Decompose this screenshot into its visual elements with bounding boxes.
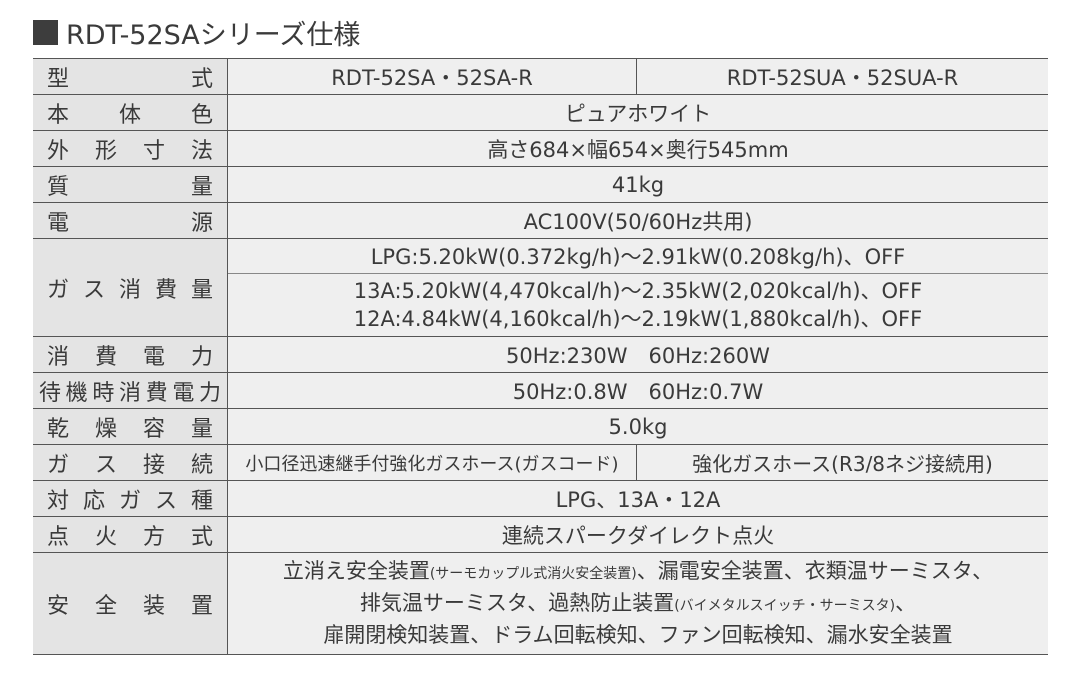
model-col2: RDT-52SUA・52SUA-R [636, 58, 1048, 95]
safety-line2a: 排気温サーミスタ、過熱防止装置 [359, 591, 675, 615]
label-model: 型式 [33, 58, 228, 95]
row-ignition: 点火方式 連続スパークダイレクト点火 [33, 516, 1048, 553]
label-weight: 質量 [33, 166, 228, 203]
label-power-consumption-text: 消費電力 [47, 344, 213, 370]
row-size: 外形寸法 高さ684×幅654×奥行545mm [33, 130, 1048, 167]
row-power: 電源 AC100V(50/60Hz共用) [33, 202, 1048, 239]
value-gas-lpg: LPG:5.20kW(0.372kg/h)～2.91kW(0.208kg/h)、… [227, 238, 1048, 274]
row-gas-consumption-city: 13A:5.20kW(4,470kcal/h)～2.35kW(2,020kcal… [33, 273, 1048, 337]
gas-connection-col2: 強化ガスホース(R3/8ネジ接続用) [636, 444, 1048, 481]
safety-line1a: 立消え安全装置 [282, 559, 430, 583]
label-color-text: 本体色 [47, 102, 213, 128]
value-weight: 41kg [227, 166, 1048, 203]
label-gas-type: 対応ガス種 [33, 480, 228, 517]
row-color: 本体色 ピュアホワイト [33, 94, 1048, 131]
value-size: 高さ684×幅654×奥行545mm [227, 130, 1048, 167]
label-power: 電源 [33, 202, 228, 239]
row-capacity: 乾燥容量 5.0kg [33, 408, 1048, 445]
value-color: ピュアホワイト [227, 94, 1048, 131]
label-size: 外形寸法 [33, 130, 228, 167]
row-power-consumption: 消費電力 50Hz:230W 60Hz:260W [33, 336, 1048, 373]
row-gas-connection: ガス接続 小口径迅速継手付強化ガスホース(ガスコード) 強化ガスホース(R3/8… [33, 444, 1048, 481]
safety-line3: 扉開閉検知装置、ドラム回転検知、ファン回転検知、漏水安全装置 [323, 623, 953, 647]
label-ignition: 点火方式 [33, 516, 228, 553]
label-ignition-text: 点火方式 [47, 524, 213, 550]
model-col1: RDT-52SA・52SA-R [227, 58, 637, 95]
label-capacity-text: 乾燥容量 [47, 416, 213, 442]
row-weight: 質量 41kg [33, 166, 1048, 203]
section-title: RDT-52SAシリーズ仕様 [33, 14, 361, 51]
label-weight-text: 質量 [47, 174, 213, 200]
value-power-consumption: 50Hz:230W 60Hz:260W [227, 336, 1048, 373]
row-safety: 安全装置 立消え安全装置(サーモカップル式消火安全装置)、漏電安全装置、衣類温サ… [33, 552, 1048, 655]
row-model: 型式 RDT-52SA・52SA-R RDT-52SUA・52SUA-R [33, 58, 1048, 95]
label-gas-consumption: ガス消費量 [33, 238, 228, 337]
row-gas-consumption-lpg: ガス消費量 LPG:5.20kW(0.372kg/h)～2.91kW(0.208… [33, 238, 1048, 337]
value-gas-city: 13A:5.20kW(4,470kcal/h)～2.35kW(2,020kcal… [227, 273, 1048, 337]
row-standby: 待機時消費電力 50Hz:0.8W 60Hz:0.7W [33, 372, 1048, 409]
value-gas-12a: 12A:4.84kW(4,160kcal/h)～2.19kW(1,880kcal… [353, 307, 923, 331]
safety-line2b: (バイメタルスイッチ・サーミスタ) [674, 598, 896, 614]
value-power: AC100V(50/60Hz共用) [227, 202, 1048, 239]
value-safety: 立消え安全装置(サーモカップル式消火安全装置)、漏電安全装置、衣類温サーミスタ、… [227, 552, 1048, 655]
label-gas-consumption-text: ガス消費量 [47, 277, 213, 303]
label-color: 本体色 [33, 94, 228, 131]
square-bullet-icon [33, 19, 58, 45]
label-gas-connection-text: ガス接続 [47, 452, 213, 478]
label-power-text: 電源 [47, 210, 213, 236]
value-capacity: 5.0kg [227, 408, 1048, 445]
label-safety: 安全装置 [33, 552, 228, 655]
safety-line1b: (サーモカップル式消火安全装置) [429, 566, 637, 582]
label-gas-type-text: 対応ガス種 [47, 488, 213, 514]
value-standby: 50Hz:0.8W 60Hz:0.7W [227, 372, 1048, 409]
label-model-text: 型式 [47, 66, 213, 92]
row-gas-type: 対応ガス種 LPG、13A・12A [33, 480, 1048, 517]
safety-line2c: 、 [895, 591, 917, 615]
label-standby-text: 待機時消費電力 [39, 380, 221, 406]
label-capacity: 乾燥容量 [33, 408, 228, 445]
label-power-consumption: 消費電力 [33, 336, 228, 373]
gas-connection-col1: 小口径迅速継手付強化ガスホース(ガスコード) [227, 444, 637, 481]
value-gas-type: LPG、13A・12A [227, 480, 1048, 517]
label-standby: 待機時消費電力 [33, 372, 228, 409]
label-gas-connection: ガス接続 [33, 444, 228, 481]
label-size-text: 外形寸法 [47, 138, 213, 164]
title-text: RDT-52SAシリーズ仕様 [66, 19, 361, 51]
safety-line1c: 、漏電安全装置、衣類温サーミスタ、 [636, 559, 994, 583]
value-gas-13a: 13A:5.20kW(4,470kcal/h)～2.35kW(2,020kcal… [353, 279, 923, 303]
value-ignition: 連続スパークダイレクト点火 [227, 516, 1048, 553]
label-safety-text: 安全装置 [47, 593, 213, 619]
spec-table: 型式 RDT-52SA・52SA-R RDT-52SUA・52SUA-R 本体色… [33, 58, 1048, 655]
